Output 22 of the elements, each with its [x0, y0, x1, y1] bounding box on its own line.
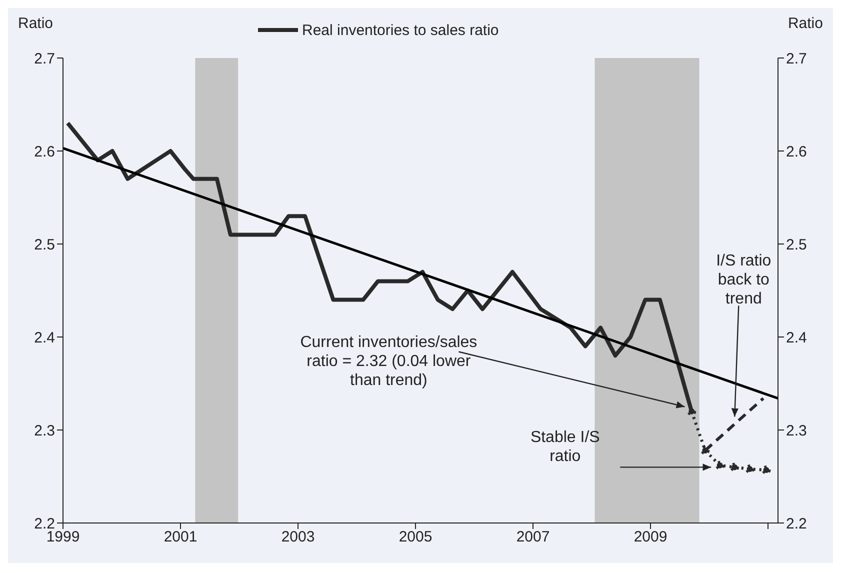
y2-tick-label: 2.5 — [786, 236, 807, 254]
x-tick-label: 2005 — [398, 528, 432, 546]
y-tick-label: 2.5 — [34, 236, 55, 254]
y-tick-label: 2.7 — [34, 50, 55, 68]
y-tick-label: 2.3 — [34, 422, 55, 440]
legend-label: Real inventories to sales ratio — [302, 22, 499, 39]
y2-tick-label: 2.7 — [786, 50, 807, 68]
annotation: Stable I/S ratio — [530, 429, 600, 466]
annotation: Current inventories/sales ratio = 2.32 (0.04 lower than trend) — [300, 334, 478, 389]
x-tick-label: 2007 — [516, 528, 550, 546]
y2-tick-label: 2.4 — [786, 329, 807, 346]
y-tick-label: 2.6 — [34, 143, 55, 160]
annotation: I/S ratio back to trend — [716, 252, 772, 308]
y-tick-label: 2.4 — [34, 329, 55, 346]
y-axis-title: Ratio — [18, 15, 54, 32]
y2-tick-label: 2.3 — [786, 422, 807, 440]
y2-tick-label: 2.6 — [786, 143, 807, 160]
x-tick-label: 2003 — [281, 528, 315, 546]
y2-axis-title: Ratio — [788, 15, 823, 32]
y2-tick-label: 2.2 — [786, 515, 807, 532]
x-tick-label: 2001 — [164, 528, 198, 546]
x-tick-label: 2009 — [634, 528, 668, 546]
